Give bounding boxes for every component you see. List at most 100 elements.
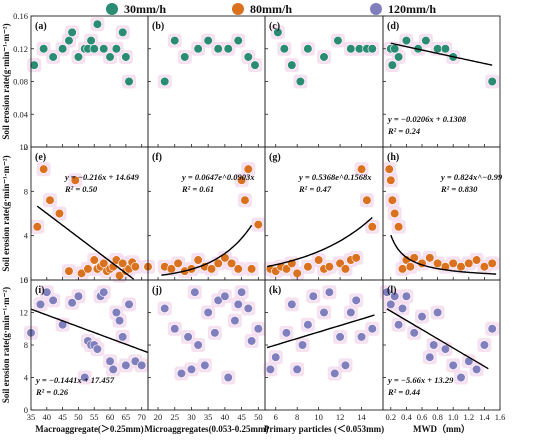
x-tick-label: 1.4 xyxy=(479,412,490,422)
fit-line xyxy=(161,224,253,276)
legend-entry: 80mm/h xyxy=(232,2,292,16)
data-point xyxy=(92,19,103,29)
x-tick-label: 1.2 xyxy=(463,412,474,422)
fit-equation: y = 0.0647e^0.0903x xyxy=(181,172,255,182)
data-point xyxy=(351,253,361,263)
data-point xyxy=(429,340,439,350)
data-point xyxy=(86,35,96,46)
data-point xyxy=(292,268,302,278)
data-point xyxy=(433,307,443,318)
data-point xyxy=(386,299,396,309)
data-point xyxy=(346,307,356,318)
data-point xyxy=(111,307,121,318)
data-point xyxy=(137,360,147,370)
data-point xyxy=(67,27,77,37)
x-tick-label: 65 xyxy=(122,412,131,422)
data-point xyxy=(176,368,187,379)
data-point xyxy=(80,372,90,383)
x-tick-label: 8 xyxy=(295,412,299,422)
data-point xyxy=(433,44,443,54)
data-point xyxy=(237,175,247,185)
fit-line xyxy=(390,234,497,275)
data-point xyxy=(243,164,253,174)
data-point xyxy=(203,35,213,46)
panel-h: (h) y = 0.824x^−0.99 R² = 0.830 xyxy=(382,146,503,281)
x-tick-label: 0.2 xyxy=(385,412,396,422)
data-point xyxy=(121,52,131,62)
data-point xyxy=(401,291,412,301)
y-tick-label: 0 xyxy=(24,142,28,152)
data-point xyxy=(180,52,190,62)
data-point xyxy=(173,258,183,268)
data-point xyxy=(456,372,466,383)
x-tick-label: 30 xyxy=(187,412,196,422)
data-point xyxy=(386,175,396,185)
legend-label: 30mm/h xyxy=(124,2,166,16)
data-point xyxy=(114,316,125,326)
data-point xyxy=(99,258,109,268)
y-tick-label: 0 xyxy=(24,405,28,415)
x-tick-label: 35 xyxy=(27,412,36,422)
data-point xyxy=(346,44,356,54)
data-point xyxy=(183,332,193,342)
data-point xyxy=(64,35,74,46)
fit-equation: y = −0.0206x + 0.1308 xyxy=(387,114,467,124)
panel-label: (j) xyxy=(152,285,162,296)
data-point xyxy=(67,298,77,308)
data-point xyxy=(390,208,400,219)
data-point xyxy=(356,164,367,174)
data-point xyxy=(273,27,283,37)
panel-label: (i) xyxy=(35,285,44,296)
y-tick-label: 4 xyxy=(24,373,29,383)
x-tick-label: 20 xyxy=(154,412,163,422)
data-point xyxy=(206,264,217,274)
data-point xyxy=(448,258,458,268)
data-point xyxy=(160,303,170,314)
panel-label: (e) xyxy=(35,152,46,163)
data-point xyxy=(76,268,87,278)
data-point xyxy=(108,364,118,374)
x-tick-label: 25 xyxy=(170,412,179,422)
data-point xyxy=(390,44,400,54)
data-point xyxy=(48,52,58,62)
data-point xyxy=(35,299,46,309)
data-point xyxy=(203,307,213,318)
data-point xyxy=(440,44,451,54)
data-point xyxy=(233,299,243,309)
data-point xyxy=(440,344,451,354)
legend: 30mm/h 80mm/h 120mm/h xyxy=(106,2,436,16)
data-point xyxy=(433,258,443,268)
data-point xyxy=(417,311,427,322)
data-point xyxy=(111,44,121,54)
fit-r2: R² = 0.830 xyxy=(440,184,478,194)
panel-e: (e) y = −0.216x + 14.649 R² = 0.50 0 4 8 12 Soi… xyxy=(1,142,155,285)
data-point xyxy=(390,291,400,301)
fit-line xyxy=(266,216,373,268)
y-axis-label: Soil erosion rate(g·min⁻¹·m⁻²) xyxy=(1,287,11,403)
data-point xyxy=(367,44,377,54)
data-point xyxy=(190,287,200,297)
panel-label: (g) xyxy=(269,152,281,163)
x-tick-label: 55 xyxy=(90,412,99,422)
panel-b: (b) xyxy=(147,15,266,148)
data-point xyxy=(247,264,257,274)
data-point xyxy=(237,287,247,297)
data-point xyxy=(58,44,68,54)
panel-j: (j) 20 25 30 35 40 45 50 Microaggregates(0.053-0… xyxy=(144,279,269,434)
data-point xyxy=(335,332,345,342)
panel-label: (b) xyxy=(152,21,164,32)
data-point xyxy=(170,35,180,46)
panel-label: (d) xyxy=(387,21,399,32)
data-point xyxy=(464,258,474,268)
data-point xyxy=(297,340,308,350)
fit-line xyxy=(390,42,493,66)
data-point xyxy=(397,303,408,314)
data-point xyxy=(29,60,39,70)
data-point xyxy=(200,360,210,370)
data-point xyxy=(193,255,203,265)
fit-r2: R² = 0.44 xyxy=(387,387,420,397)
data-point xyxy=(279,44,289,54)
data-point xyxy=(367,324,377,334)
fit-r2: R² = 0.50 xyxy=(64,184,98,194)
